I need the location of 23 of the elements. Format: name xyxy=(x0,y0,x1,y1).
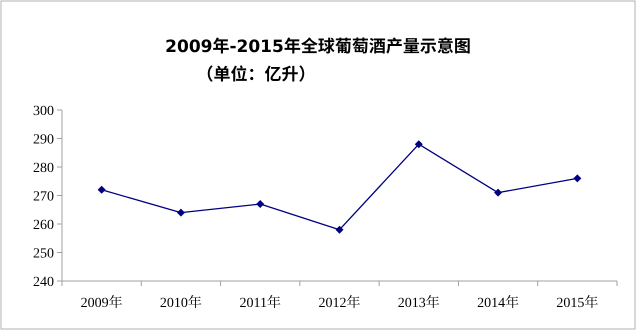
point xyxy=(256,200,264,208)
y-tick-label: 290 xyxy=(33,132,54,148)
y-tick-label: 300 xyxy=(33,104,54,119)
subtitle: （单位：亿升） xyxy=(196,65,316,85)
y-tick-label: 280 xyxy=(33,161,54,176)
point xyxy=(494,188,502,197)
point xyxy=(573,174,582,182)
x-tick-label: 2009年 xyxy=(80,295,123,311)
point xyxy=(98,186,106,194)
y-tick-label: 270 xyxy=(33,190,54,204)
point xyxy=(414,140,423,148)
y-tick-label: 240 xyxy=(33,275,54,290)
x-tick-label: 2010年 xyxy=(160,295,202,311)
x-tick-label: 2015年 xyxy=(556,295,598,311)
x-tick-label: 2012年 xyxy=(318,295,360,311)
title: 2009年-2015年全球葡萄酒产量示意图 xyxy=(165,37,471,57)
x-tick-label: 2013年 xyxy=(398,295,440,311)
y-tick-label: 250 xyxy=(33,246,54,262)
x-tick-label: 2011年 xyxy=(239,295,281,311)
point xyxy=(336,226,344,234)
x-tick-label: 2014年 xyxy=(477,295,520,311)
y-tick-label: 260 xyxy=(33,218,54,233)
point xyxy=(176,208,185,217)
